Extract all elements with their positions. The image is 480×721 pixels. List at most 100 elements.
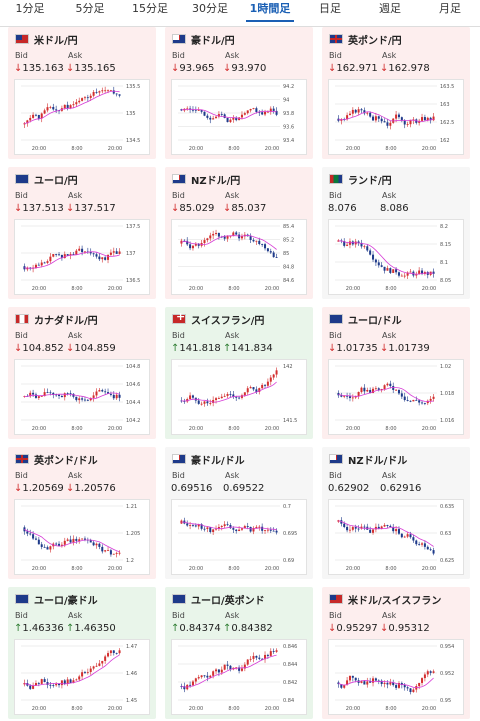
rate-card[interactable]: ユーロ/英ポンド Bid Ask ↑0.84374 ↑0.84382 0.846 0.844… xyxy=(165,587,313,719)
price-chart[interactable]: 142 141.5 20:00 8:00 20:00 xyxy=(171,359,307,435)
x-tick-label: 8:00 xyxy=(385,426,396,432)
rate-card[interactable]: カナダドル/円 Bid Ask ↓104.852 ↓104.859 104.8 104.6 1… xyxy=(8,307,156,439)
currency-pair-link[interactable]: ユーロ/英ポンド xyxy=(191,596,265,607)
tab-0[interactable]: 1分足 xyxy=(15,2,45,15)
tab-6[interactable]: 週足 xyxy=(379,2,401,15)
price-chart-svg: 142 141.5 20:00 8:00 20:00 xyxy=(178,364,297,432)
candle-body xyxy=(357,528,360,530)
currency-pair-link[interactable]: ランド/円 xyxy=(348,176,392,187)
candle-body xyxy=(197,524,200,527)
up-arrow-icon: ↑ xyxy=(66,623,75,634)
candle-body xyxy=(209,527,212,533)
y-tick-label: 1.47 xyxy=(126,644,137,650)
price-chart[interactable]: 0.954 0.952 0.95 20:00 8:00 20:00 xyxy=(328,639,464,715)
rate-card[interactable]: NZドル/ドル Bid Ask 0.62902 0.62916 0.635 0.63 0.62… xyxy=(322,447,470,579)
candle-body xyxy=(377,526,380,529)
price-chart[interactable]: 137.5 137 136.5 20:00 8:00 20:00 xyxy=(14,219,150,295)
candle-body xyxy=(369,112,372,117)
currency-pair-link[interactable]: NZドル/円 xyxy=(191,176,241,187)
currency-pair-link[interactable]: 英ポンド/ドル xyxy=(34,456,98,467)
rate-card[interactable]: ランド/円 Bid Ask 8.076 8.086 8.2 8.15 8.1 8.05 20:00… xyxy=(322,167,470,299)
candle-body xyxy=(83,538,86,540)
ask-label: Ask xyxy=(225,471,240,480)
tab-5[interactable]: 日足 xyxy=(319,2,341,15)
price-chart[interactable]: 0.7 0.695 0.69 20:00 8:00 20:00 xyxy=(171,499,307,575)
currency-pair-link[interactable]: スイスフラン/円 xyxy=(191,316,265,327)
currency-pair-link[interactable]: NZドル/ドル xyxy=(348,456,408,467)
candle-body xyxy=(369,250,372,255)
rate-card[interactable]: NZドル/円 Bid Ask ↓85.029 ↓85.037 85.4 85.2 85 84.8… xyxy=(165,167,313,299)
tab-2[interactable]: 15分足 xyxy=(132,2,168,15)
y-tick-label: 1.21 xyxy=(126,504,137,510)
currency-pair-link[interactable]: カナダドル/円 xyxy=(34,316,98,327)
candle-body xyxy=(215,528,218,530)
candle-body xyxy=(249,236,252,240)
price-chart[interactable]: 1.02 1.018 1.016 20:00 8:00 20:00 xyxy=(328,359,464,435)
candle-body xyxy=(81,398,84,400)
candle-body xyxy=(264,244,267,249)
price-chart[interactable]: 85.4 85.2 85 84.8 84.6 20:00 8:00 20:00 xyxy=(171,219,307,295)
candle-body xyxy=(200,109,203,112)
ask-label: Ask xyxy=(225,611,240,620)
candle-body xyxy=(81,248,84,253)
price-chart[interactable]: 1.21 1.205 1.2 20:00 8:00 20:00 xyxy=(14,499,150,575)
rate-card[interactable]: 英ポンド/ドル Bid Ask ↓1.20569 ↓1.20576 1.21 1.205 1.… xyxy=(8,447,156,579)
rate-card[interactable]: 米ドル/円 Bid Ask ↓135.163 ↓135.165 135.5 135 134.5… xyxy=(8,27,156,159)
candle-body xyxy=(397,389,400,394)
tab-4[interactable]: 1時間足 xyxy=(240,0,300,26)
candle-body xyxy=(272,530,275,532)
y-tick-label: 135.5 xyxy=(126,84,140,90)
rate-card[interactable]: ユーロ/豪ドル Bid Ask ↑1.46336 ↑1.46350 1.47 1.46 1.4… xyxy=(8,587,156,719)
rate-card[interactable]: スイスフラン/円BidAsk↑141.818↑141.834142141.520… xyxy=(165,307,313,439)
currency-pair-link[interactable]: 豪ドル/円 xyxy=(191,36,235,47)
candle-body xyxy=(383,385,386,389)
candle-body xyxy=(46,682,49,685)
price-chart[interactable]: 104.8 104.6 104.4 104.2 20:00 8:00 20:00 xyxy=(14,359,150,435)
price-chart[interactable]: 8.2 8.15 8.1 8.05 20:00 8:00 20:00 xyxy=(328,219,464,295)
currency-pair-link[interactable]: 豪ドル/ドル xyxy=(191,456,245,467)
rate-card[interactable]: 米ドル/スイスフラン Bid Ask ↓0.95297 ↓0.95312 0.954 0.9… xyxy=(322,587,470,719)
candle-body xyxy=(92,253,95,255)
candle-body xyxy=(232,232,235,236)
currency-pair-link[interactable]: 米ドル/スイスフラン xyxy=(348,596,442,607)
price-chart[interactable]: 0.635 0.63 0.625 20:00 8:00 20:00 xyxy=(328,499,464,575)
currency-pair-link[interactable]: 米ドル/円 xyxy=(34,36,78,47)
y-tick-label: 163 xyxy=(440,102,450,108)
ask-price: ↓135.165 xyxy=(66,63,116,74)
currency-pair-link[interactable]: ユーロ/ドル xyxy=(348,316,402,327)
candle-body xyxy=(107,550,110,552)
candle-body xyxy=(395,114,398,119)
candle-body xyxy=(66,254,69,256)
currency-pair-link[interactable]: ユーロ/円 xyxy=(34,176,78,187)
down-arrow-icon: ↓ xyxy=(223,203,232,214)
rate-card[interactable]: 豪ドル/ドル Bid Ask 0.69516 0.69522 0.7 0.695 0.69 20… xyxy=(165,447,313,579)
currency-pair-link[interactable]: 英ポンド/円 xyxy=(348,36,402,47)
tab-1[interactable]: 5分足 xyxy=(75,2,105,15)
candle-body xyxy=(243,526,246,529)
rate-card[interactable]: 豪ドル/円 Bid Ask ↓93.965 ↓93.970 94.2 94 93.8 93.6 9… xyxy=(165,27,313,159)
price-chart-svg: 0.635 0.63 0.625 20:00 8:00 20:00 xyxy=(335,504,454,572)
price-chart[interactable]: 0.846 0.844 0.842 0.84 20:00 8:00 20:00 xyxy=(171,639,307,715)
candle-body xyxy=(107,254,110,260)
currency-pair-link[interactable]: ユーロ/豪ドル xyxy=(34,596,98,607)
candle-body xyxy=(69,393,72,395)
candle-body xyxy=(421,270,424,274)
candle-body xyxy=(235,232,238,235)
x-tick-label: 8:00 xyxy=(228,286,239,292)
price-chart[interactable]: 135.5 135 134.5 20:00 8:00 20:00 xyxy=(14,79,150,155)
tab-7[interactable]: 月足 xyxy=(439,2,461,15)
candle-body xyxy=(26,120,29,124)
price-chart[interactable]: 1.47 1.46 1.45 20:00 8:00 20:00 xyxy=(14,639,150,715)
candle-body xyxy=(212,118,215,120)
rate-card[interactable]: ユーロ/円 Bid Ask ↓137.513 ↓137.517 137.5 137 136.5… xyxy=(8,167,156,299)
price-chart[interactable]: 163.5 163 162.5 162 20:00 8:00 20:00 xyxy=(328,79,464,155)
tab-3[interactable]: 30分足 xyxy=(192,2,228,15)
rate-card[interactable]: 英ポンド/円 Bid Ask ↓162.971 ↓162.978 163.5 163 162.… xyxy=(322,27,470,159)
rate-card[interactable]: ユーロ/ドル Bid Ask ↓1.01735 ↓1.01739 1.02 1.018 1.0… xyxy=(322,307,470,439)
candle-body xyxy=(340,520,343,524)
price-chart[interactable]: 94.2 94 93.8 93.6 93.4 20:00 8:00 20:00 xyxy=(171,79,307,155)
candle-body xyxy=(60,396,63,398)
candle-body xyxy=(58,683,61,686)
ask-label: Ask xyxy=(68,471,83,480)
candle-body xyxy=(217,114,220,117)
